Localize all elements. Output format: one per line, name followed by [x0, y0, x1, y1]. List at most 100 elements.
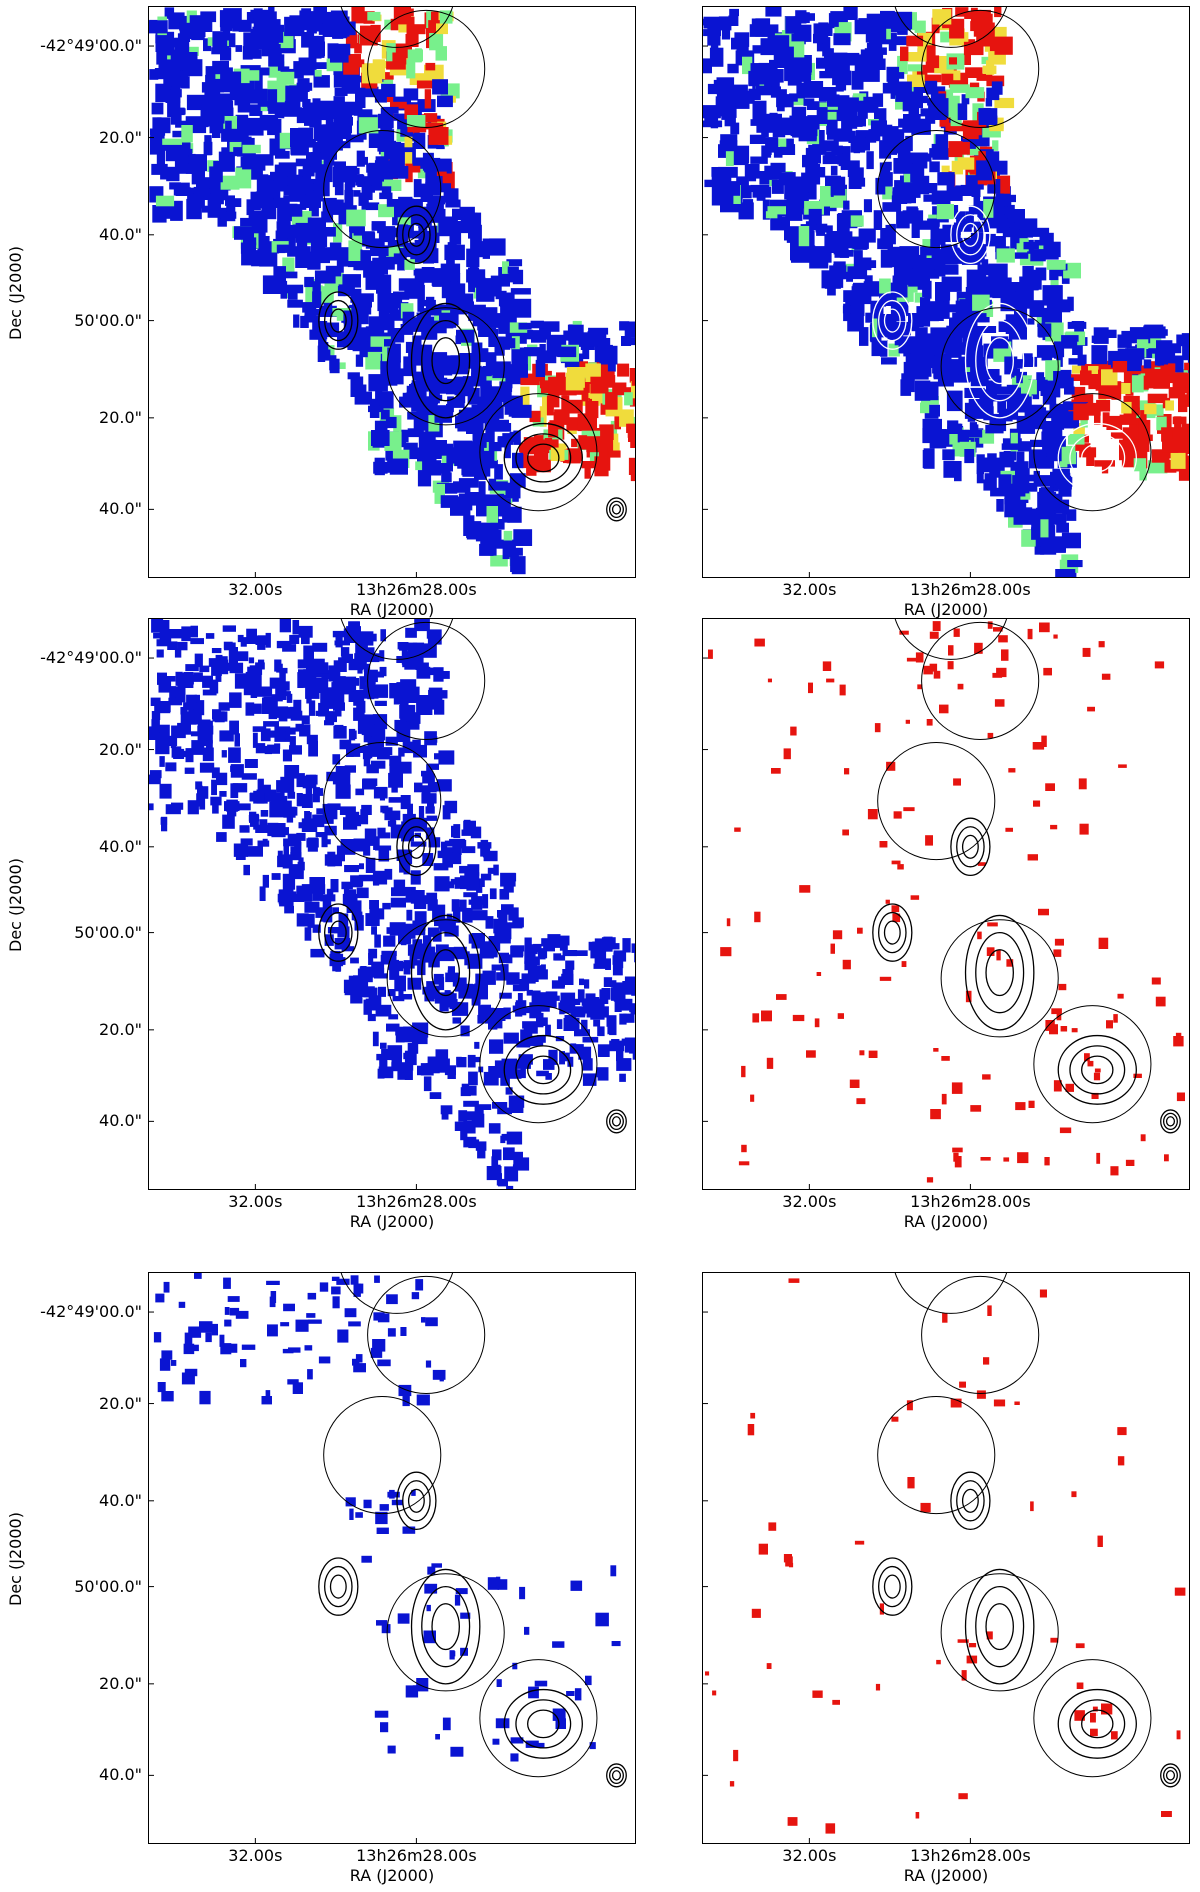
contour-line	[407, 834, 425, 859]
map-pixel	[471, 404, 480, 416]
map-pixel	[413, 268, 424, 276]
x-axis-label: RA (J2000)	[349, 1866, 435, 1885]
map-pixel	[492, 403, 500, 424]
map-pixel	[312, 281, 321, 302]
map-pixel	[524, 961, 537, 971]
map-pixel	[354, 109, 373, 116]
panel-plot	[702, 1272, 1190, 1844]
map-pixel	[926, 719, 933, 726]
map-pixel	[379, 1504, 389, 1511]
map-pixel	[430, 157, 441, 179]
map-pixel	[531, 990, 541, 1003]
map-pixel	[972, 374, 987, 382]
map-pixel	[958, 358, 966, 370]
map-pixel	[581, 461, 601, 469]
map-pixel	[490, 275, 510, 287]
map-pixel	[358, 874, 374, 882]
map-pixel	[390, 18, 399, 31]
plot-frame	[702, 1272, 1190, 1844]
map-pixel	[539, 321, 560, 332]
map-pixel	[368, 948, 378, 959]
map-pixel	[791, 106, 807, 128]
map-pixel	[576, 950, 588, 956]
map-pixel	[313, 75, 330, 88]
map-pixel	[445, 199, 461, 208]
map-pixel	[902, 260, 913, 275]
map-pixel	[1101, 369, 1118, 386]
map-pixel	[319, 1282, 329, 1292]
map-pixel	[566, 1691, 575, 1696]
map-pixel	[205, 1332, 212, 1343]
map-pixel	[1076, 1682, 1084, 1689]
map-pixel	[275, 792, 285, 808]
map-pixel	[444, 990, 451, 1006]
map-pixel	[276, 681, 290, 691]
map-pixel	[964, 11, 975, 19]
map-pixel	[312, 886, 324, 901]
map-pixel	[332, 907, 339, 914]
map-pixel	[830, 943, 835, 954]
map-pixel	[954, 327, 971, 338]
map-pixel	[463, 1100, 479, 1107]
map-pixel	[1072, 365, 1088, 374]
map-pixel	[380, 805, 389, 813]
map-pixel	[381, 1624, 391, 1634]
y-tick-label: 50'00.0"	[74, 1576, 142, 1596]
map-pixel	[157, 141, 170, 151]
map-pixel	[820, 186, 831, 207]
map-pixel	[403, 1052, 416, 1060]
map-pixel	[1021, 508, 1039, 520]
map-pixel	[385, 445, 398, 461]
map-pixel	[779, 174, 792, 186]
map-pixel	[149, 128, 166, 136]
map-pixel	[399, 704, 416, 719]
map-pixel	[543, 941, 555, 952]
map-pixel	[354, 653, 367, 669]
map-pixel	[1094, 460, 1115, 467]
map-pixel	[407, 16, 415, 35]
map-pixel	[498, 1178, 508, 1187]
map-pixel	[1147, 460, 1168, 474]
map-pixel	[1050, 1637, 1059, 1643]
map-pixel	[300, 675, 316, 683]
map-pixel	[458, 493, 473, 511]
map-pixel	[271, 29, 284, 43]
map-pixel	[475, 348, 489, 363]
map-pixel	[857, 102, 868, 119]
map-pixel	[914, 292, 923, 303]
map-pixel	[297, 892, 313, 902]
map-pixel	[464, 293, 474, 314]
map-pixel	[458, 951, 470, 959]
map-pixel	[195, 740, 208, 747]
map-pixel	[301, 632, 310, 645]
map-pixel	[1053, 1080, 1062, 1092]
map-pixel	[267, 744, 280, 754]
map-pixel	[281, 899, 294, 907]
map-pixel	[314, 270, 336, 284]
panel-plot	[702, 6, 1190, 578]
aperture-circle	[1033, 1005, 1152, 1124]
map-pixel	[748, 70, 760, 87]
map-pixel	[354, 746, 365, 753]
map-pixel	[335, 362, 346, 369]
map-pixel	[1027, 628, 1033, 640]
map-pixel	[276, 244, 295, 253]
panel-row2-right	[702, 618, 1190, 1190]
map-pixel	[489, 888, 497, 900]
map-pixel	[923, 352, 935, 368]
map-pixel	[1075, 1643, 1085, 1649]
map-pixel	[879, 287, 887, 307]
map-pixel	[334, 87, 348, 96]
map-pixel	[895, 81, 912, 102]
map-pixel	[468, 231, 479, 239]
map-pixel	[1161, 427, 1173, 442]
map-pixel	[390, 309, 404, 321]
map-pixel	[208, 658, 223, 667]
map-pixel	[393, 291, 410, 300]
contour-line	[431, 949, 460, 997]
map-pixel	[482, 366, 502, 376]
aperture-circle	[1033, 393, 1152, 512]
map-pixel	[365, 351, 383, 370]
map-pixel	[1184, 431, 1190, 442]
map-pixel	[334, 640, 350, 646]
